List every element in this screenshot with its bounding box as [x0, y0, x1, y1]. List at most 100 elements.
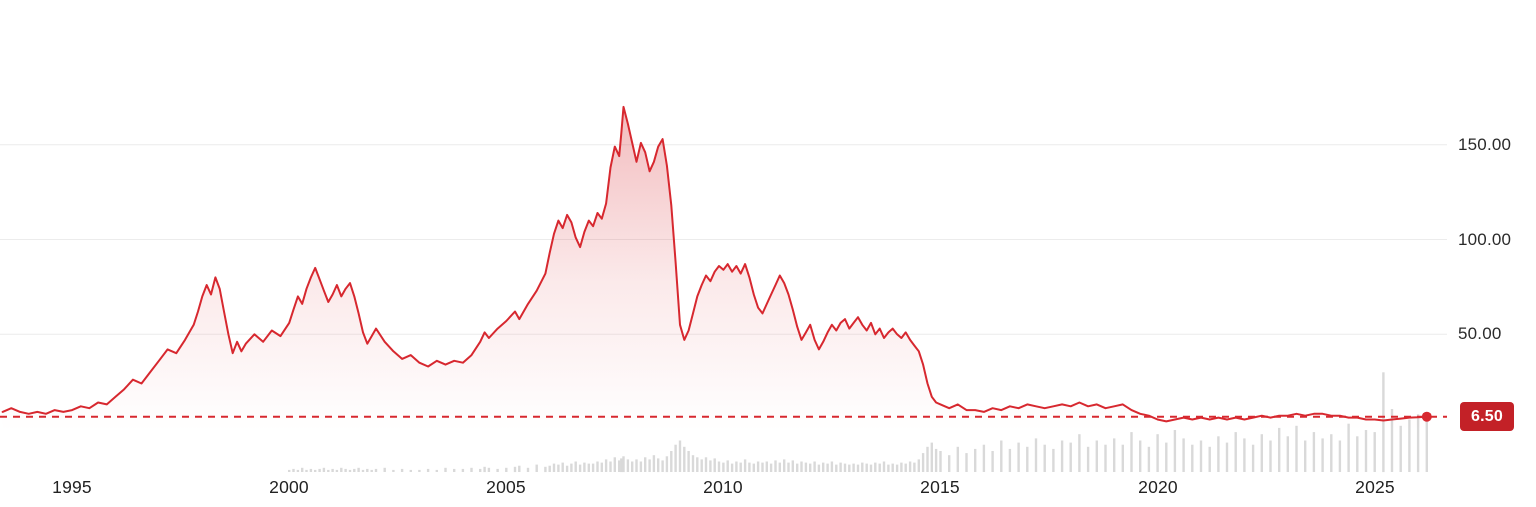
- volume-bar: [557, 464, 560, 472]
- volume-bar: [930, 442, 933, 472]
- volume-bar: [301, 467, 304, 472]
- volume-bar: [600, 462, 603, 472]
- volume-bar: [709, 460, 712, 472]
- volume-bar: [1330, 434, 1333, 472]
- volume-bar: [622, 456, 625, 473]
- volume-bar: [661, 460, 664, 472]
- volume-bar: [830, 461, 834, 472]
- volume-bar: [874, 462, 877, 472]
- price-badge: 6.50: [1460, 402, 1514, 431]
- volume-bar: [552, 463, 556, 472]
- volume-bar: [620, 458, 623, 473]
- volume-bar: [1356, 436, 1359, 472]
- volume-bar: [292, 468, 295, 472]
- volume-bar: [1373, 432, 1376, 472]
- volume-bar: [409, 469, 412, 472]
- volume-bar: [1312, 432, 1316, 472]
- volume-bar: [761, 462, 764, 472]
- volume-bar: [934, 448, 938, 472]
- volume-bar: [926, 446, 929, 472]
- volume-bar: [917, 459, 920, 472]
- x-axis-label: 2000: [269, 477, 309, 497]
- volume-bar: [739, 462, 742, 472]
- volume-bar: [700, 459, 703, 472]
- volume-bar: [288, 469, 291, 472]
- volume-bar: [1399, 425, 1402, 472]
- volume-bar: [683, 446, 686, 472]
- volume-bar: [913, 462, 916, 472]
- volume-bar: [591, 463, 595, 472]
- volume-bar: [648, 459, 651, 472]
- volume-bar: [574, 461, 577, 472]
- volume-bar: [1286, 436, 1289, 472]
- volume-bar: [787, 462, 790, 472]
- volume-bar: [483, 466, 486, 473]
- volume-bar: [882, 461, 886, 472]
- volume-bar: [1304, 440, 1307, 472]
- volume-bar: [544, 466, 547, 473]
- volume-bar: [578, 464, 582, 472]
- volume-bar: [735, 461, 738, 472]
- volume-bar: [704, 457, 708, 472]
- volume-bar: [921, 453, 925, 472]
- volume-bar: [583, 462, 586, 472]
- volume-bar: [340, 467, 343, 472]
- volume-bar: [674, 444, 677, 472]
- volume-bar: [400, 468, 404, 472]
- volume-bar: [366, 468, 369, 472]
- volume-bar: [596, 461, 599, 472]
- volume-bar: [309, 468, 313, 472]
- volume-bar: [887, 464, 890, 472]
- volume-bar: [1390, 409, 1394, 472]
- volume-bar: [908, 461, 912, 472]
- volume-bar: [722, 462, 725, 472]
- volume-bar: [535, 464, 538, 472]
- volume-bar: [392, 469, 395, 472]
- volume-bar: [778, 462, 781, 472]
- x-axis-label: 2010: [703, 477, 743, 497]
- volume-bar: [813, 461, 816, 472]
- volume-bar: [335, 469, 339, 472]
- x-axis-label: 2005: [486, 477, 526, 497]
- volume-bar: [426, 468, 430, 472]
- volume-bar: [361, 469, 365, 472]
- volume-bar: [1416, 414, 1420, 473]
- volume-bar: [1069, 442, 1072, 472]
- volume-bar: [835, 464, 838, 472]
- y-axis-label: 150.00: [1458, 135, 1512, 154]
- volume-bar: [318, 468, 321, 472]
- volume-bar: [856, 464, 860, 472]
- volume-bar: [1121, 444, 1124, 472]
- x-axis-label: 2025: [1355, 477, 1395, 497]
- volume-bar: [518, 465, 521, 472]
- current-price-marker: [1421, 411, 1432, 422]
- volume-bar: [314, 469, 317, 472]
- x-axis-label: 1995: [52, 477, 92, 497]
- volume-bar: [461, 468, 465, 472]
- volume-bar: [678, 440, 682, 472]
- volume-bar: [956, 446, 959, 472]
- price-line: [1, 105, 1428, 423]
- volume-bar: [848, 464, 851, 472]
- volume-bar: [565, 465, 569, 472]
- volume-bar: [752, 463, 755, 472]
- volume-bar: [1034, 438, 1038, 472]
- volume-bar: [800, 461, 803, 472]
- volume-bar: [644, 457, 647, 472]
- volume-bar: [604, 459, 608, 472]
- volume-bar: [1199, 440, 1203, 472]
- volume-bar: [904, 463, 907, 472]
- volume-bar: [891, 463, 894, 472]
- volume-bar: [626, 459, 630, 472]
- volume-bar: [470, 467, 473, 472]
- volume-bar: [948, 455, 951, 472]
- volume-bar: [1000, 440, 1003, 472]
- volume-bar: [769, 463, 773, 472]
- volume-bar: [496, 468, 499, 472]
- volume-bar: [730, 463, 734, 472]
- volume-bar: [1225, 442, 1229, 472]
- volume-bar: [1147, 446, 1151, 472]
- volume-bar: [783, 459, 786, 472]
